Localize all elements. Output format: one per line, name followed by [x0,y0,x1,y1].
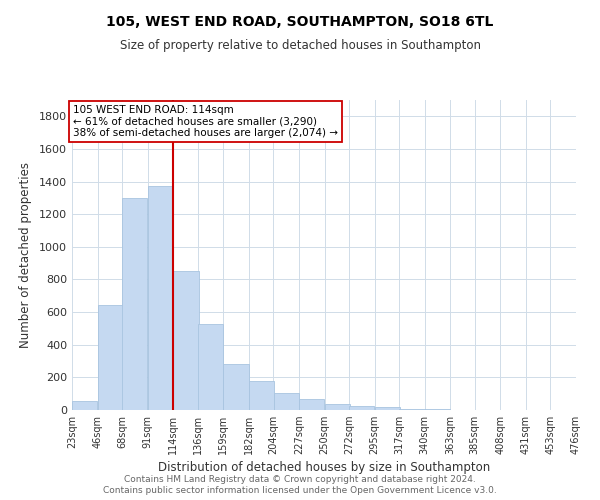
Bar [399,408,425,410]
Bar [249,382,274,410]
Bar [98,305,123,410]
Bar [425,409,450,410]
Text: 105 WEST END ROAD: 114sqm
← 61% of detached houses are smaller (3,290)
38% of se: 105 WEST END ROAD: 114sqm ← 61% of detac… [73,105,338,138]
Bar [299,398,325,410]
Y-axis label: Number of detached properties: Number of detached properties [19,162,32,348]
Bar [173,272,199,410]
X-axis label: Distribution of detached houses by size in Southampton: Distribution of detached houses by size … [158,462,490,474]
Bar [375,406,400,410]
Text: Contains HM Land Registry data © Crown copyright and database right 2024.: Contains HM Land Registry data © Crown c… [124,475,476,484]
Bar [198,324,223,410]
Text: Size of property relative to detached houses in Southampton: Size of property relative to detached ho… [119,39,481,52]
Text: Contains public sector information licensed under the Open Government Licence v3: Contains public sector information licen… [103,486,497,495]
Bar [122,198,148,410]
Bar [148,186,173,410]
Bar [349,406,374,410]
Bar [274,393,299,410]
Bar [223,364,249,410]
Bar [325,404,350,410]
Text: 105, WEST END ROAD, SOUTHAMPTON, SO18 6TL: 105, WEST END ROAD, SOUTHAMPTON, SO18 6T… [106,15,494,29]
Bar [72,401,97,410]
